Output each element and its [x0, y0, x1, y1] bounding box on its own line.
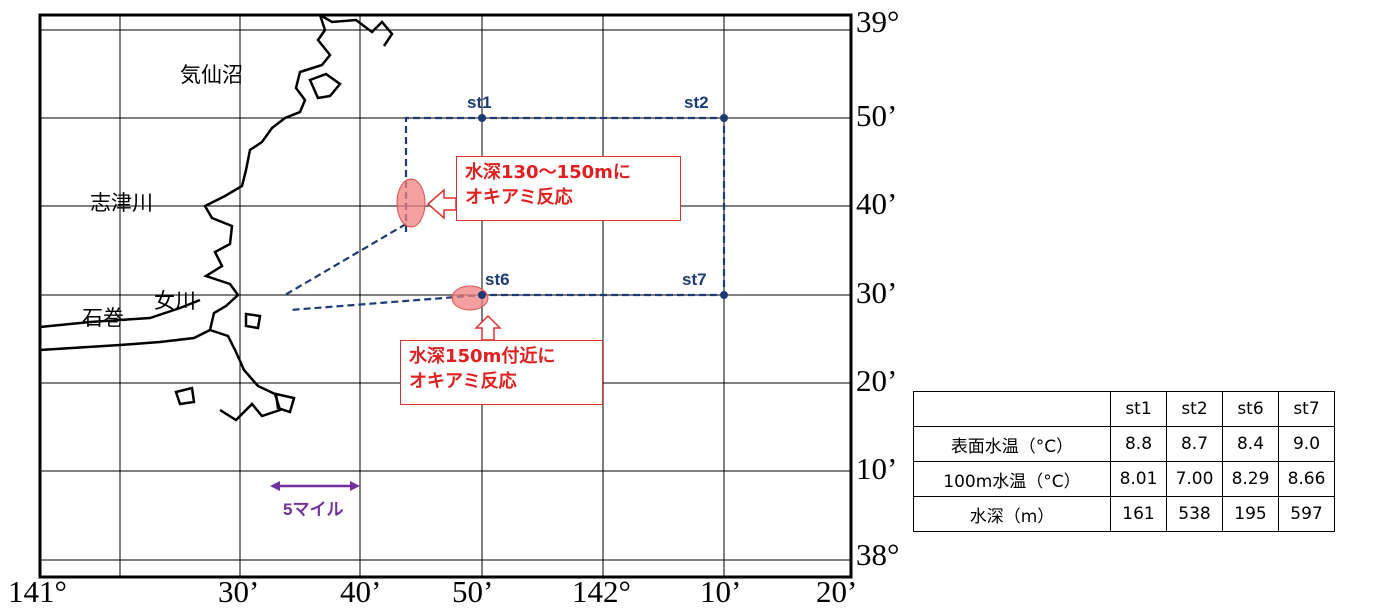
table-cell: 7.00: [1166, 461, 1223, 497]
table-header-cell: st7: [1278, 391, 1335, 427]
station-st2-label: st2: [684, 93, 709, 112]
lon-label-141: 141°: [8, 574, 67, 609]
place-kesennuma: 気仙沼: [180, 63, 243, 87]
table-header-cell: st6: [1222, 391, 1279, 427]
table-row: 100m水温（°C） 8.01 7.00 8.29 8.66: [913, 461, 1335, 497]
lat-label-40: 40’: [856, 186, 897, 221]
place-onagawa: 女川: [154, 289, 196, 313]
krill-callout-1: 水深130～150mに オキアミ反応: [456, 156, 681, 221]
station-st7-label: st7: [682, 270, 707, 289]
table-cell: 表面水温（°C）: [913, 426, 1111, 462]
table-header-cell: st1: [1110, 391, 1167, 427]
table-row: 水深（m） 161 538 195 597: [913, 496, 1335, 532]
lon-label-20: 20’: [816, 574, 857, 609]
station-st6-marker: [478, 291, 486, 299]
station-st1-label: st1: [467, 93, 492, 112]
station-st7-marker: [720, 291, 728, 299]
krill-callout-1-line1: 水深130～150mに: [465, 162, 631, 183]
table-header-cell: st2: [1166, 391, 1223, 427]
lon-label-40: 40’: [340, 574, 381, 609]
krill-callout-2-line1: 水深150m付近に: [409, 346, 556, 367]
table-header-cell: [913, 391, 1111, 427]
table-cell: 100m水温（°C）: [913, 461, 1111, 497]
table-cell: 8.66: [1278, 461, 1335, 497]
scale-label: 5マイル: [283, 500, 343, 519]
lat-label-20: 20’: [856, 363, 897, 398]
place-shizugawa: 志津川: [90, 191, 153, 215]
lat-label-38: 38°: [856, 537, 899, 572]
table-cell: 8.4: [1222, 426, 1279, 462]
scale-bar: [270, 481, 360, 491]
lat-label-30: 30’: [856, 275, 897, 310]
lon-label-50: 50’: [452, 574, 493, 609]
island-outline: [174, 72, 342, 414]
table-cell: 8.8: [1110, 426, 1167, 462]
krill-callout-2: 水深150m付近に オキアミ反応: [400, 340, 603, 405]
table-row: 表面水温（°C） 8.8 8.7 8.4 9.0: [913, 426, 1335, 462]
coastline: [39, 13, 394, 422]
map-frame: [38, 13, 853, 579]
table-cell: 8.29: [1222, 461, 1279, 497]
lat-label-10: 10’: [856, 451, 897, 486]
table-cell: 9.0: [1278, 426, 1335, 462]
table-header-row: st1 st2 st6 st7: [913, 391, 1335, 427]
callout-arrow-2: [474, 314, 502, 341]
callout-arrow-1: [426, 188, 457, 220]
table-cell: 161: [1110, 496, 1167, 532]
table-cell: 538: [1166, 496, 1223, 532]
table-cell: 8.7: [1166, 426, 1223, 462]
krill-area-2: [451, 285, 489, 311]
place-ishinomaki: 石巻: [82, 306, 124, 330]
lat-label-39: 39°: [856, 4, 899, 39]
station-data-table: st1 st2 st6 st7 表面水温（°C） 8.8 8.7 8.4 9.0…: [913, 391, 1335, 532]
lon-label-30: 30’: [218, 574, 259, 609]
station-st6-label: st6: [485, 270, 510, 289]
krill-area-1: [396, 178, 426, 228]
table-cell: 195: [1222, 496, 1279, 532]
krill-callout-1-line2: オキアミ反応: [465, 187, 573, 208]
lon-label-10: 10’: [700, 574, 741, 609]
station-st2-marker: [720, 114, 728, 122]
station-markers: [478, 114, 728, 299]
krill-callout-2-line2: オキアミ反応: [409, 371, 517, 392]
lat-label-50: 50’: [856, 98, 897, 133]
station-st1-marker: [478, 114, 486, 122]
lon-label-142: 142°: [572, 574, 631, 609]
table-cell: 597: [1278, 496, 1335, 532]
table-cell: 8.01: [1110, 461, 1167, 497]
table-cell: 水深（m）: [913, 496, 1111, 532]
